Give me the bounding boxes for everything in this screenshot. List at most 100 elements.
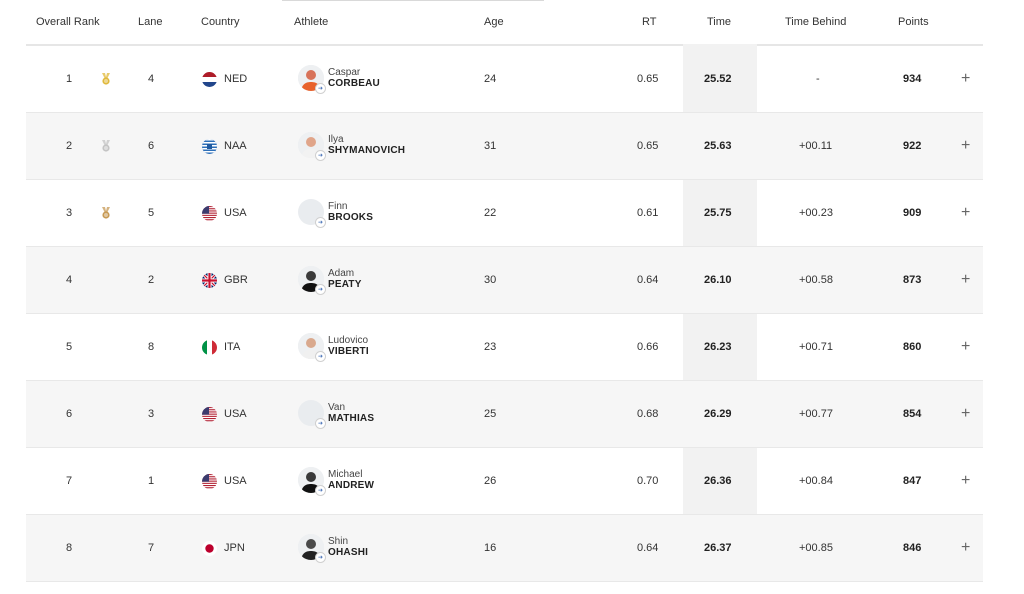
profile-link-icon[interactable]: ➜ bbox=[315, 418, 326, 429]
time-behind-cell: +00.23 bbox=[799, 207, 833, 219]
expand-row-plus-icon[interactable]: + bbox=[961, 137, 971, 154]
lane-cell: 7 bbox=[148, 542, 155, 554]
header-time[interactable]: Time bbox=[707, 16, 732, 28]
rank-cell: 3 bbox=[66, 207, 73, 219]
expand-row-plus-icon[interactable]: + bbox=[961, 70, 971, 87]
time-behind-cell: +00.84 bbox=[799, 475, 833, 487]
reaction-time-cell: 0.64 bbox=[637, 274, 659, 286]
points-cell: 909 bbox=[903, 207, 922, 219]
header-time-behind[interactable]: Time Behind bbox=[785, 16, 847, 28]
flag-usa-icon bbox=[202, 406, 217, 422]
country-code: JPN bbox=[224, 542, 245, 554]
results-table: Overall Rank Lane Country Athlete Age RT… bbox=[26, 0, 983, 582]
athlete-last-name: SHYMANOVICH bbox=[328, 145, 406, 156]
flag-gbr-icon bbox=[202, 272, 217, 288]
expand-row-plus-icon[interactable]: + bbox=[961, 405, 971, 422]
profile-link-icon[interactable]: ➜ bbox=[315, 351, 326, 362]
table-row[interactable]: 2 6 NAA ➜ Ilya SHYMANOVICH 31 0.65 25.63… bbox=[26, 113, 983, 180]
country-code: NED bbox=[224, 73, 248, 85]
points-cell: 860 bbox=[903, 341, 922, 353]
country-code: ITA bbox=[224, 341, 241, 353]
table-row[interactable]: 3 5 USA ➜ Finn BROOKS 22 0.61 25.75 +00.… bbox=[26, 180, 983, 247]
athlete-name[interactable]: Shin OHASHI bbox=[328, 536, 368, 558]
profile-link-icon[interactable]: ➜ bbox=[315, 552, 326, 563]
profile-link-icon[interactable]: ➜ bbox=[315, 83, 326, 94]
lane-cell: 8 bbox=[148, 341, 155, 353]
table-row[interactable]: 7 1 USA ➜ Michael ANDREW 26 0.70 26.36 +… bbox=[26, 448, 983, 515]
expand-row-plus-icon[interactable]: + bbox=[961, 338, 971, 355]
profile-link-icon[interactable]: ➜ bbox=[315, 485, 326, 496]
profile-link-icon[interactable]: ➜ bbox=[315, 284, 326, 295]
expand-row-plus-icon[interactable]: + bbox=[961, 271, 971, 288]
time-cell: 26.23 bbox=[704, 341, 732, 353]
country-code: USA bbox=[224, 475, 247, 487]
country-cell: ITA bbox=[202, 314, 240, 380]
athlete-name[interactable]: Caspar CORBEAU bbox=[328, 67, 380, 89]
table-body: 1 4 NED ➜ Caspar CORBEAU 24 0.65 25.52 -… bbox=[26, 46, 983, 582]
country-cell: NED bbox=[202, 46, 247, 112]
lane-cell: 5 bbox=[148, 207, 155, 219]
age-cell: 30 bbox=[484, 274, 497, 286]
country-code: USA bbox=[224, 207, 247, 219]
athlete-name[interactable]: Adam PEATY bbox=[328, 268, 362, 290]
header-points[interactable]: Points bbox=[898, 16, 929, 28]
athlete-name[interactable]: Ilya SHYMANOVICH bbox=[328, 134, 405, 156]
athlete-avatar[interactable] bbox=[298, 266, 324, 292]
time-behind-cell: +00.77 bbox=[799, 408, 833, 420]
athlete-name[interactable]: Finn BROOKS bbox=[328, 201, 373, 223]
rank-cell: 6 bbox=[66, 408, 73, 420]
profile-link-icon[interactable]: ➜ bbox=[315, 217, 326, 228]
time-cell: 26.37 bbox=[704, 542, 732, 554]
reaction-time-cell: 0.68 bbox=[637, 408, 659, 420]
age-cell: 22 bbox=[484, 207, 497, 219]
header-overall-rank[interactable]: Overall Rank bbox=[36, 16, 100, 28]
country-cell: NAA bbox=[202, 113, 247, 179]
age-cell: 23 bbox=[484, 341, 497, 353]
flag-ned-icon bbox=[202, 71, 217, 87]
header-lane[interactable]: Lane bbox=[138, 16, 163, 28]
flag-ita-icon bbox=[202, 339, 217, 355]
expand-row-plus-icon[interactable]: + bbox=[961, 472, 971, 489]
athlete-name[interactable]: Van MATHIAS bbox=[328, 402, 374, 424]
age-cell: 24 bbox=[484, 73, 497, 85]
rank-cell: 4 bbox=[66, 274, 73, 286]
athlete-name[interactable]: Ludovico VIBERTI bbox=[328, 335, 369, 357]
time-behind-cell: +00.58 bbox=[799, 274, 833, 286]
time-behind-cell: +00.85 bbox=[799, 542, 833, 554]
header-country[interactable]: Country bbox=[201, 16, 240, 28]
profile-link-icon[interactable]: ➜ bbox=[315, 150, 326, 161]
table-row[interactable]: 1 4 NED ➜ Caspar CORBEAU 24 0.65 25.52 -… bbox=[26, 46, 983, 113]
country-cell: USA bbox=[202, 180, 247, 246]
table-header: Overall Rank Lane Country Athlete Age RT… bbox=[26, 0, 983, 46]
table-row[interactable]: 4 2 GBR ➜ Adam PEATY 30 0.64 26.10 +00.5… bbox=[26, 247, 983, 314]
time-cell: 26.10 bbox=[704, 274, 732, 286]
lane-cell: 2 bbox=[148, 274, 155, 286]
points-cell: 846 bbox=[903, 542, 922, 554]
rank-cell: 5 bbox=[66, 341, 73, 353]
table-row[interactable]: 8 7 JPN ➜ Shin OHASHI 16 0.64 26.37 +00.… bbox=[26, 515, 983, 582]
flag-jpn-icon bbox=[202, 540, 217, 556]
athlete-avatar[interactable] bbox=[298, 467, 324, 493]
medal-silver-icon bbox=[99, 139, 113, 153]
header-rt[interactable]: RT bbox=[642, 16, 657, 28]
country-cell: USA bbox=[202, 448, 247, 514]
rank-cell: 8 bbox=[66, 542, 73, 554]
time-behind-cell: +00.71 bbox=[799, 341, 833, 353]
athlete-last-name: BROOKS bbox=[328, 212, 374, 223]
rank-cell: 7 bbox=[66, 475, 73, 487]
expand-row-plus-icon[interactable]: + bbox=[961, 539, 971, 556]
country-code: GBR bbox=[224, 274, 248, 286]
header-age[interactable]: Age bbox=[484, 16, 504, 28]
reaction-time-cell: 0.65 bbox=[637, 73, 659, 85]
table-row[interactable]: 5 8 ITA ➜ Ludovico VIBERTI 23 0.66 26.23… bbox=[26, 314, 983, 381]
expand-row-plus-icon[interactable]: + bbox=[961, 204, 971, 221]
header-athlete[interactable]: Athlete bbox=[294, 16, 329, 28]
time-behind-cell: - bbox=[816, 73, 820, 85]
lane-cell: 4 bbox=[148, 73, 155, 85]
country-cell: GBR bbox=[202, 247, 248, 313]
athlete-first-name: Finn bbox=[328, 201, 348, 212]
athlete-last-name: CORBEAU bbox=[328, 78, 380, 89]
country-cell: USA bbox=[202, 381, 247, 447]
athlete-name[interactable]: Michael ANDREW bbox=[328, 469, 374, 491]
table-row[interactable]: 6 3 USA ➜ Van MATHIAS 25 0.68 26.29 +00.… bbox=[26, 381, 983, 448]
